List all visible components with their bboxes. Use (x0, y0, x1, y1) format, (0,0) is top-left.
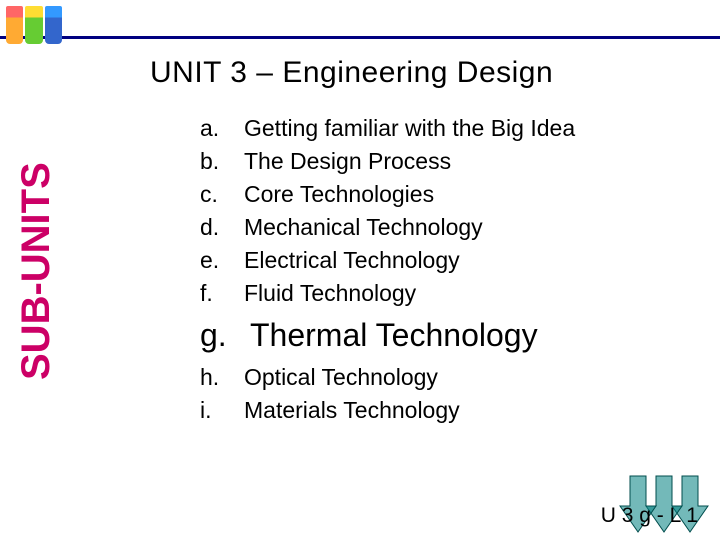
list-item-letter: a. (200, 115, 244, 142)
list-item-text: Thermal Technology (250, 317, 538, 354)
list-item-text: Electrical Technology (244, 247, 460, 274)
list-item-letter: g. (200, 317, 250, 354)
list-item: i.Materials Technology (200, 397, 575, 424)
page-title: UNIT 3 – Engineering Design (150, 56, 553, 90)
list-item-letter: d. (200, 214, 244, 241)
list-item-text: Fluid Technology (244, 280, 416, 307)
list-item-letter: i. (200, 397, 244, 424)
list-item: h.Optical Technology (200, 364, 575, 391)
list-item: f.Fluid Technology (200, 280, 575, 307)
cup-1 (6, 6, 23, 44)
list-item: e.Electrical Technology (200, 247, 575, 274)
list-item-letter: f. (200, 280, 244, 307)
list-item-text: Optical Technology (244, 364, 438, 391)
cup-3 (45, 6, 62, 44)
sub-units-label: SUB-UNITS (14, 162, 59, 380)
cups-icon (4, 4, 64, 46)
list-item: d.Mechanical Technology (200, 214, 575, 241)
list-item: g.Thermal Technology (200, 317, 575, 354)
sub-units-list: a.Getting familiar with the Big Ideab.Th… (200, 115, 575, 430)
top-border (0, 36, 720, 39)
list-item-text: Mechanical Technology (244, 214, 483, 241)
cup-2 (25, 6, 42, 44)
list-item-letter: b. (200, 148, 244, 175)
list-item-letter: c. (200, 181, 244, 208)
footer-label: U 3 g - L 1 (601, 504, 698, 528)
list-item-text: Materials Technology (244, 397, 460, 424)
list-item: a.Getting familiar with the Big Idea (200, 115, 575, 142)
list-item-text: Getting familiar with the Big Idea (244, 115, 575, 142)
list-item-letter: h. (200, 364, 244, 391)
list-item-letter: e. (200, 247, 244, 274)
list-item-text: The Design Process (244, 148, 451, 175)
list-item-text: Core Technologies (244, 181, 434, 208)
list-item: c.Core Technologies (200, 181, 575, 208)
list-item: b.The Design Process (200, 148, 575, 175)
